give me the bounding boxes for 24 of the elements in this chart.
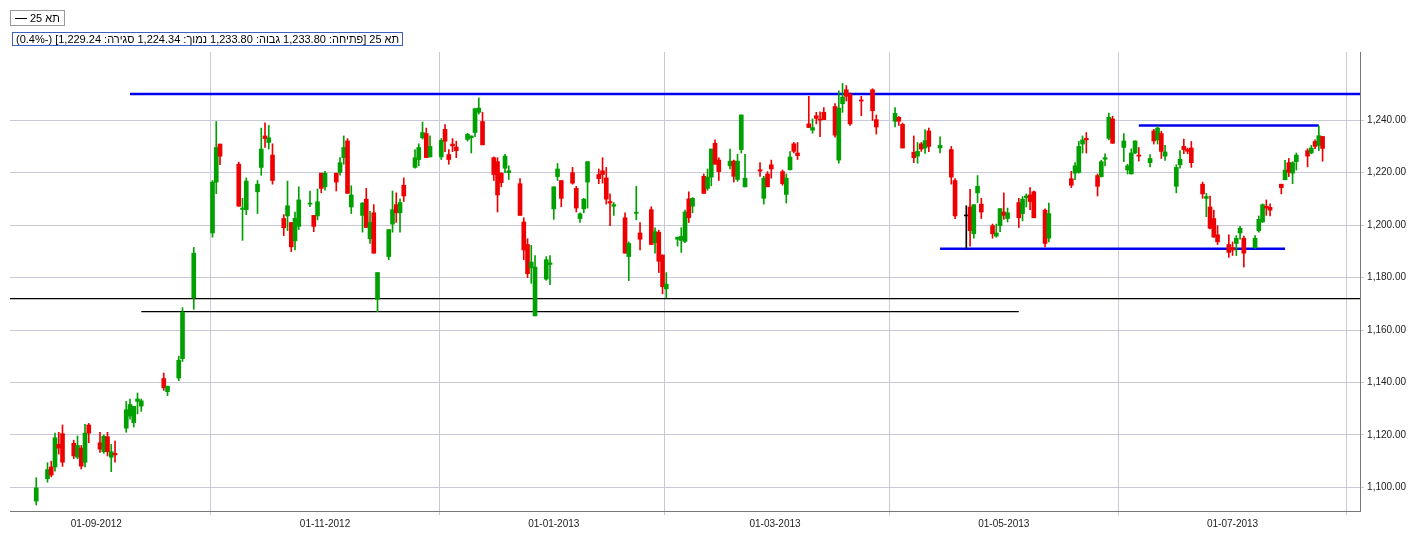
y-tick-label: 1,120.00 <box>1367 428 1407 440</box>
y-tick-label: 1,160.00 <box>1367 323 1407 335</box>
y-tick-label: 1,240.00 <box>1367 113 1407 125</box>
candlestick <box>611 202 617 216</box>
x-tick-label: 01-07-2013 <box>1206 517 1259 529</box>
candlestick <box>1203 193 1209 218</box>
x-tick-label: 01-03-2013 <box>749 517 802 529</box>
x-tick-label: 01-01-2013 <box>528 517 580 529</box>
y-tick-label: 1,220.00 <box>1367 166 1407 178</box>
y-tick-label: 1,180.00 <box>1367 271 1407 283</box>
candlestick <box>663 272 669 299</box>
chart-title: תא 25 [פתיחה: 1,233.80 גבוה: 1,233.80 נמוך: 1,224.34 סגירה: 1,229.24] (-0.4%) <box>12 32 404 46</box>
y-tick-label: 1,200.00 <box>1367 218 1407 230</box>
candlestick <box>266 125 272 150</box>
y-tick-label: 1,140.00 <box>1367 376 1407 388</box>
y-tick-label: 1,100.00 <box>1367 481 1407 493</box>
text: תא 25 <box>30 12 60 24</box>
x-tick-label: 01-09-2012 <box>70 517 123 529</box>
x-tick-label: 01-05-2013 <box>978 517 1030 529</box>
candlestick <box>1121 133 1127 162</box>
candlestick <box>806 96 812 128</box>
candlestick <box>633 185 639 221</box>
x-tick-label: 01-11-2012 <box>299 517 351 529</box>
candlestick <box>108 444 114 472</box>
